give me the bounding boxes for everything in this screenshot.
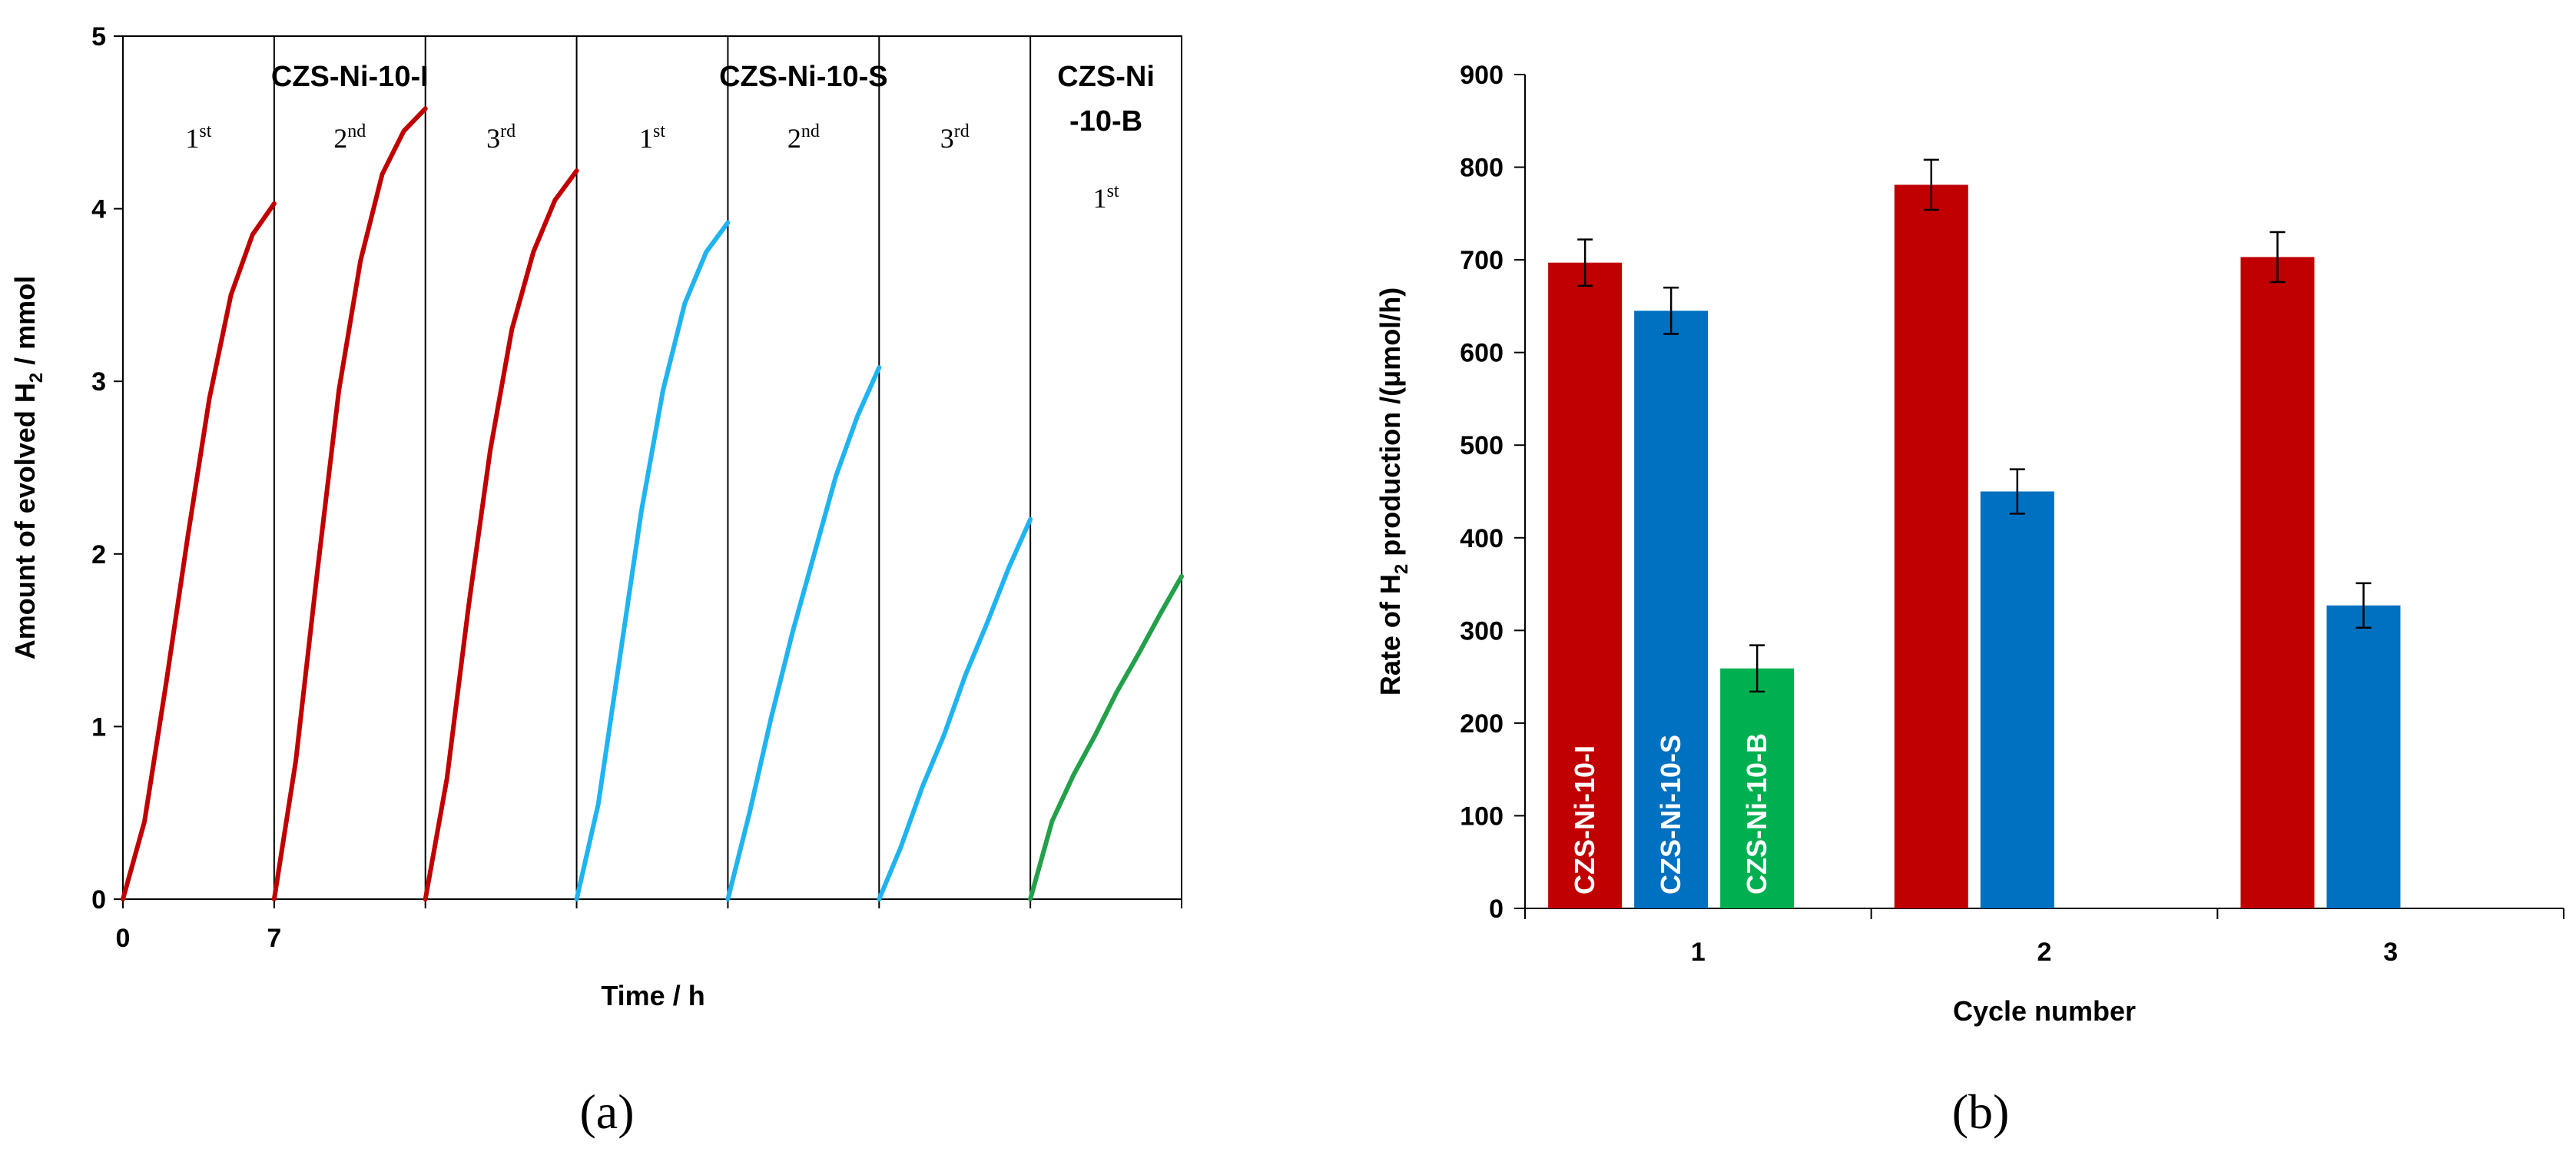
y-tick-label: 800: [1460, 154, 1503, 183]
y-axis-label-rest: production /(μmol/h): [1374, 287, 1406, 564]
cycle-label: 1st: [185, 121, 211, 154]
y-axis-label-main: Amount of evolved H: [9, 383, 41, 659]
cycle-label-number: 3: [940, 123, 954, 154]
bar-CZS-Ni-10-I-cycle-1: [1548, 262, 1623, 908]
y-tick-label: 4: [91, 195, 106, 224]
y-tick-label: 700: [1460, 246, 1503, 275]
cycle-label-superscript: st: [1107, 181, 1119, 201]
plot-frame: [122, 35, 1182, 900]
curve-CZS-Ni-10-I-cycle-2: [271, 106, 428, 901]
bar-series-label: CZS-Ni-10-I: [1569, 745, 1600, 895]
panel-label-a-text: (a): [579, 1084, 634, 1139]
bar-CZS-Ni-10-S-cycle-3: [2326, 605, 2401, 908]
cycle-label: 2nd: [787, 121, 820, 154]
y-tick-label: 300: [1460, 616, 1503, 646]
cycle-label: 3rd: [486, 121, 516, 154]
cycle-label: 1st: [639, 121, 665, 154]
y-axis-label-main: Rate of H: [1374, 574, 1406, 696]
y-tick-label: 600: [1460, 339, 1503, 368]
x-tick-label: 1: [1691, 938, 1706, 967]
y-axis-label-rest: / mmol: [9, 276, 41, 373]
curve-CZS-Ni-10-S-cycle-2: [725, 365, 882, 901]
bar-CZS-Ni-10-S-cycle-2: [1980, 491, 2054, 908]
cycle-label: 3rd: [940, 121, 970, 154]
group-label-line2: -10-B: [1069, 105, 1142, 138]
group-label: CZS-Ni-10-I: [271, 61, 429, 93]
curve-CZS-Ni-10-I-cycle-1: [121, 201, 277, 901]
x-axis-label: Cycle number: [1953, 995, 2136, 1027]
y-tick-label: 200: [1460, 709, 1503, 739]
cycle-label-number: 3: [486, 123, 500, 154]
y-tick-label: 500: [1460, 431, 1503, 460]
cycle-label-superscript: rd: [954, 121, 970, 141]
x-axis-label: Time / h: [601, 980, 705, 1011]
x-tick-label: 2: [2037, 938, 2052, 967]
bar-series-label: CZS-Ni-10-B: [1741, 733, 1772, 895]
y-tick-label: 400: [1460, 524, 1503, 553]
cycle-label-superscript: rd: [500, 121, 516, 141]
y-tick-label: 100: [1460, 802, 1503, 831]
cycle-label-superscript: nd: [801, 121, 820, 141]
cycle-label-superscript: st: [199, 121, 211, 141]
cycle-label-number: 1: [185, 123, 199, 154]
group-label-line1: CZS-Ni: [1057, 61, 1155, 93]
cycle-label: 1st: [1093, 181, 1119, 214]
y-tick-label: 3: [91, 367, 106, 397]
cycle-label-number: 2: [333, 123, 347, 154]
bar-CZS-Ni-10-S-cycle-1: [1634, 310, 1709, 909]
panel-label-a: (a): [579, 1084, 634, 1139]
y-tick-label: 0: [1489, 895, 1503, 924]
x-tick-label: 7: [267, 924, 281, 953]
y-tick-label: 5: [91, 22, 106, 51]
panel-b-bar-chart: 0 100 200 300 400 500 600 700 800 900 1 2 3 CZS-Ni-10…: [1374, 61, 2564, 1139]
x-tick-label: 0: [116, 924, 131, 953]
y-axis-label-subscript: 2: [1391, 564, 1412, 574]
panel-label-b-text: (b): [1952, 1084, 2010, 1139]
cycle-label-number: 1: [639, 123, 653, 154]
bar-CZS-Ni-10-I-cycle-3: [2240, 257, 2315, 908]
y-tick-label: 1: [91, 712, 106, 742]
y-tick-label: 900: [1460, 61, 1503, 90]
y-axis-label-subscript: 2: [26, 373, 47, 383]
x-tick-label: 3: [2383, 938, 2398, 967]
y-tick-label: 0: [91, 885, 106, 915]
bar-CZS-Ni-10-I-cycle-2: [1894, 184, 1968, 908]
cycle-label-superscript: nd: [347, 121, 366, 141]
y-axis-label: Rate of H2 production /(μmol/h): [1374, 287, 1412, 696]
cycle-label-number: 1: [1093, 183, 1107, 214]
cycle-label: 2nd: [333, 121, 366, 154]
curve-CZS-Ni-10-I-cycle-3: [423, 168, 579, 901]
panel-label-b: (b): [1952, 1084, 2010, 1139]
y-tick-label: 2: [91, 540, 106, 569]
curve-CZS-Ni-10-B-cycle-1: [1028, 574, 1184, 901]
group-label: CZS-Ni-10-S: [719, 61, 888, 93]
curve-CZS-Ni-10-S-cycle-1: [574, 220, 731, 901]
curve-CZS-Ni-10-S-cycle-3: [877, 516, 1033, 901]
bar-CZS-Ni-10-B-cycle-1: [1720, 668, 1795, 908]
cycle-label-number: 2: [787, 123, 801, 154]
y-axis-label: Amount of evolved H2 / mmol: [9, 276, 47, 659]
bar-series-label: CZS-Ni-10-S: [1655, 735, 1686, 895]
cycle-label-superscript: st: [653, 121, 665, 141]
